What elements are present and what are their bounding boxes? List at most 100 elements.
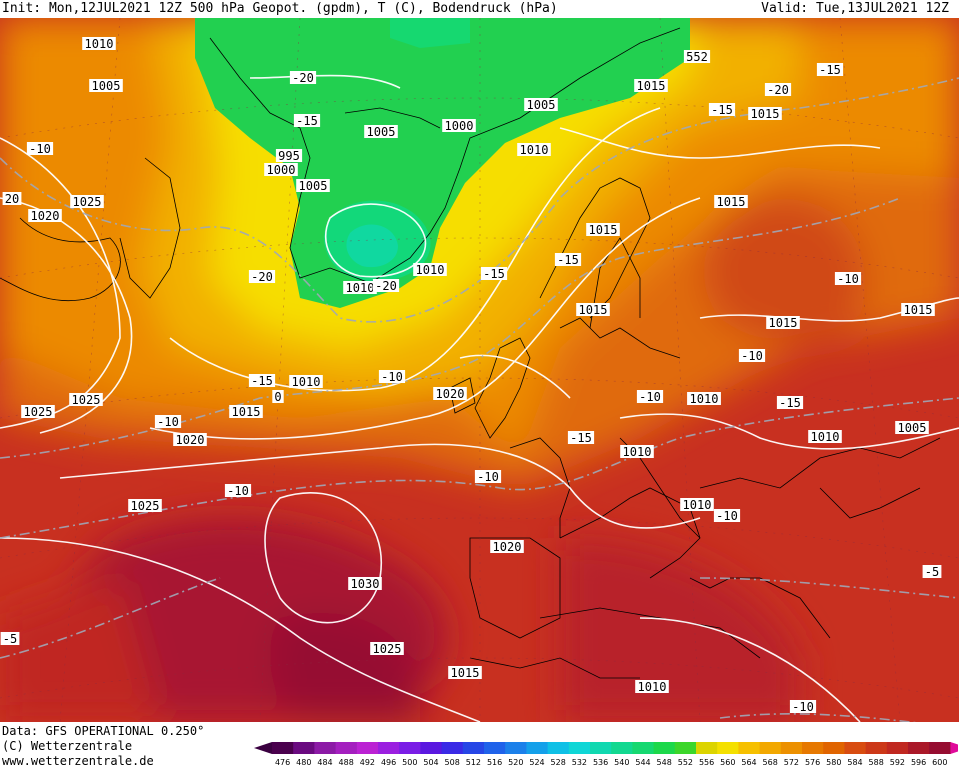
data-source: Data: GFS OPERATIONAL 0.250° xyxy=(2,724,205,738)
colorbar-tick-label: 600 xyxy=(932,758,947,767)
pressure-label: 1015 xyxy=(451,666,480,680)
pressure-label-box xyxy=(448,666,482,679)
colorbar-cell xyxy=(272,742,294,754)
pressure-label-box xyxy=(620,445,654,458)
temperature-label: -10 xyxy=(837,272,859,286)
colorbar-tick-label: 484 xyxy=(317,758,332,767)
init-time: Init: Mon,12JUL2021 12Z xyxy=(2,1,183,16)
temperature-label-box xyxy=(713,509,741,522)
pressure-label-box xyxy=(808,430,842,443)
pressure-label-box xyxy=(524,98,558,111)
pressure-label: 1010 xyxy=(520,143,549,157)
colorbar-cell xyxy=(886,742,909,754)
temperature-label: -15 xyxy=(570,431,592,445)
pressure-label-box xyxy=(687,392,721,405)
colorbar-cell xyxy=(547,742,570,754)
pressure-label: 1005 xyxy=(527,98,556,112)
pressure-label-box xyxy=(264,163,298,176)
colorbar-tick-label: 492 xyxy=(360,758,375,767)
pressure-label-box xyxy=(28,209,62,222)
colorbar-right-arrow xyxy=(950,742,958,754)
init-and-title: Init: Mon,12JUL2021 12Z 500 hPa Geopot. … xyxy=(2,0,558,18)
pressure-label: 1015 xyxy=(232,405,261,419)
colorbar-tick-label: 520 xyxy=(508,758,523,767)
temperature-label: -20 xyxy=(375,279,397,293)
colorbar-cell xyxy=(293,742,315,754)
temperature-label: -15 xyxy=(779,396,801,410)
colorbar-tick-label: 568 xyxy=(763,758,778,767)
pressure-label: 1015 xyxy=(579,303,608,317)
temperature-label-box xyxy=(789,700,817,713)
colorbar-tick-label: 556 xyxy=(699,758,714,767)
temperature-label-box xyxy=(154,415,182,428)
temperature-label: -10 xyxy=(741,349,763,363)
colorbar-cell xyxy=(484,742,506,754)
temperature-label: -10 xyxy=(29,142,51,156)
website-url: www.wetterzentrale.de xyxy=(2,754,154,768)
colorbar-cell xyxy=(611,742,633,754)
weather-map: 1010100599510001005100510001005101010101… xyxy=(0,18,959,722)
colorbar-cell xyxy=(759,742,782,754)
pressure-label: 1015 xyxy=(769,316,798,330)
pressure-label-box xyxy=(364,125,398,138)
pressure-label-box xyxy=(70,195,104,208)
temperature-label-box xyxy=(834,272,862,285)
copyright: (C) Wetterzentrale xyxy=(2,739,133,753)
temperature-label-box xyxy=(708,103,736,116)
colorbar-cell xyxy=(505,742,527,754)
pressure-labels: 1010100599510001005100510001005101010101… xyxy=(21,37,935,694)
pressure-label-box xyxy=(895,421,929,434)
colorbar-cell xyxy=(802,742,824,754)
pressure-label: 1030 xyxy=(351,577,380,591)
colorbar-cell xyxy=(823,742,845,754)
colorbar-tick-label: 592 xyxy=(890,758,905,767)
temperature-label: -5 xyxy=(3,632,17,646)
pressure-label: 1010 xyxy=(85,37,114,51)
temperature-label-box xyxy=(474,470,502,483)
colorbar-cell xyxy=(696,742,718,754)
pressure-label-box xyxy=(289,375,323,388)
temperature-label-box xyxy=(567,431,595,444)
pressure-label: 1005 xyxy=(367,125,396,139)
colorbar-cell xyxy=(462,742,485,754)
colorbar-tick-label: 508 xyxy=(445,758,460,767)
colorbar-tick-label: 580 xyxy=(826,758,841,767)
pressure-label-box xyxy=(413,263,447,276)
pressure-label: 1015 xyxy=(637,79,666,93)
temperature-label-box xyxy=(372,279,400,292)
colorbar-cell xyxy=(780,742,803,754)
temperature-isolines xyxy=(0,77,959,722)
temperature-label: -15 xyxy=(251,374,273,388)
temperature-label: 0 xyxy=(274,390,281,404)
colorbar-tick-label: 476 xyxy=(275,758,290,767)
pressure-label-box xyxy=(683,50,711,63)
temperature-label: -10 xyxy=(227,484,249,498)
colorbar-tick-label: 552 xyxy=(678,758,693,767)
pressure-label-box xyxy=(586,223,620,236)
pressure-label: 1025 xyxy=(373,642,402,656)
pressure-label-box xyxy=(748,107,782,120)
pressure-label: 1000 xyxy=(267,163,296,177)
colorbar-tick-label: 560 xyxy=(720,758,735,767)
colorbar-cell xyxy=(568,742,591,754)
colorbar-tick-label: 596 xyxy=(911,758,926,767)
pressure-label: 1025 xyxy=(131,499,160,513)
colorbar-cell xyxy=(653,742,676,754)
colorbar-left-arrow xyxy=(254,742,272,754)
temperature-label: -10 xyxy=(716,509,738,523)
temperature-label-box xyxy=(764,83,792,96)
temperature-label: -10 xyxy=(792,700,814,714)
colorbar-cell xyxy=(526,742,549,754)
pressure-label: 1020 xyxy=(493,540,522,554)
colorbar-cell xyxy=(865,742,888,754)
pressure-label-box xyxy=(69,393,103,406)
colorbar-cell xyxy=(356,742,379,754)
temperature-label: -15 xyxy=(557,253,579,267)
temperature-label: -10 xyxy=(477,470,499,484)
colorbar-cell xyxy=(738,742,761,754)
pressure-label: 1015 xyxy=(589,223,618,237)
temperature-label: -20 xyxy=(292,71,314,85)
pressure-label-box xyxy=(128,499,162,512)
temperature-label-box xyxy=(289,71,317,84)
pressure-label-box xyxy=(634,79,668,92)
